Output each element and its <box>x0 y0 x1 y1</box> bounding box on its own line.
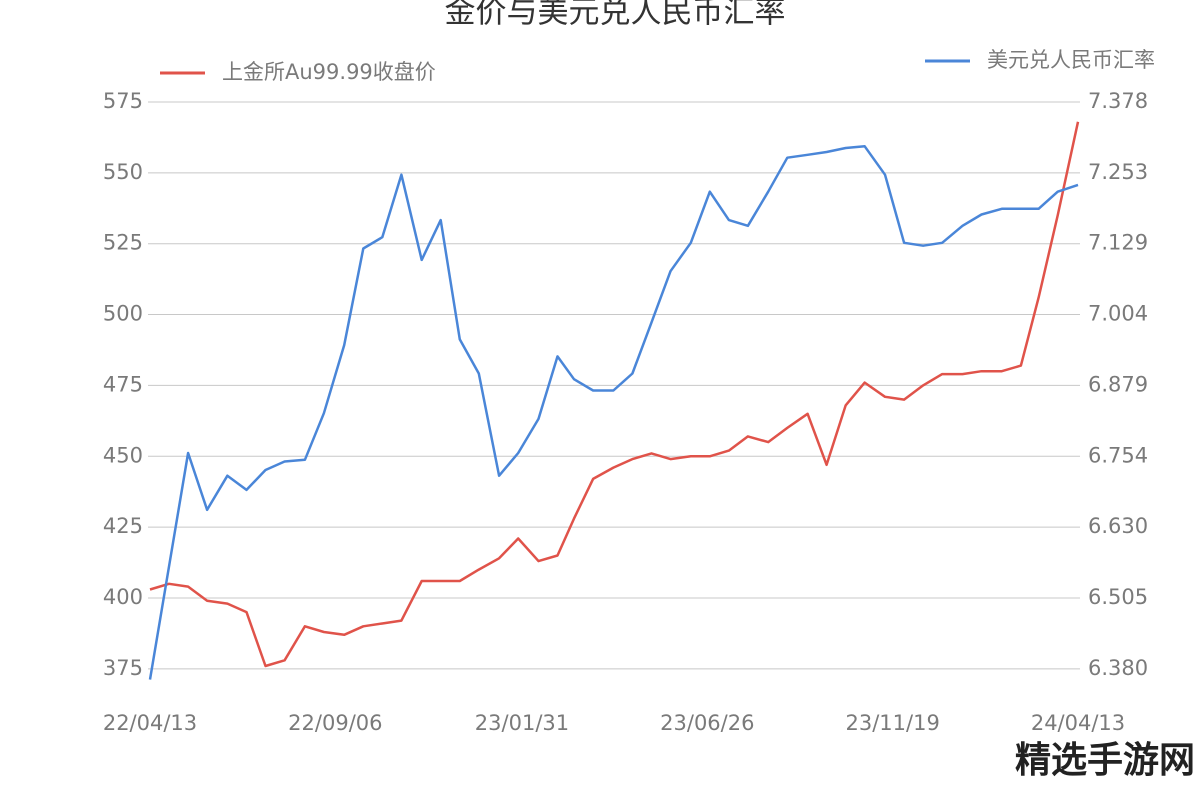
y-tick-label: 450 <box>103 443 143 467</box>
y2-tick-label: 6.380 <box>1088 656 1148 680</box>
y-tick-label: 400 <box>103 585 143 609</box>
legend-label: 美元兑人民币汇率 <box>987 48 1155 72</box>
legend-label: 上金所Au99.99收盘价 <box>222 60 436 84</box>
y2-tick-label: 7.129 <box>1088 230 1148 254</box>
x-tick-label: 22/09/06 <box>288 711 382 735</box>
y-tick-label: 375 <box>103 656 143 680</box>
x-tick-label: 24/04/13 <box>1031 711 1125 735</box>
chart-title: 金价与美元兑人民币汇率 <box>445 0 786 31</box>
y2-tick-label: 6.505 <box>1088 585 1148 609</box>
x-tick-label: 22/04/13 <box>103 711 197 735</box>
y2-tick-label: 6.630 <box>1088 514 1148 538</box>
x-tick-label: 23/01/31 <box>475 711 569 735</box>
y-tick-label: 575 <box>103 89 143 113</box>
y2-tick-label: 6.754 <box>1088 443 1148 467</box>
y-tick-label: 550 <box>103 160 143 184</box>
y-tick-label: 475 <box>103 372 143 396</box>
x-tick-label: 23/11/19 <box>845 711 939 735</box>
y-tick-label: 500 <box>103 302 143 326</box>
y2-tick-label: 6.879 <box>1088 372 1148 396</box>
y2-tick-label: 7.378 <box>1088 89 1148 113</box>
y2-tick-label: 7.253 <box>1088 160 1148 184</box>
watermark: 精选手游网 <box>1015 740 1195 781</box>
x-tick-label: 23/06/26 <box>660 711 754 735</box>
y2-tick-label: 7.004 <box>1088 301 1148 325</box>
series-line <box>148 145 1079 680</box>
y-tick-label: 425 <box>103 514 143 538</box>
y-tick-label: 525 <box>103 231 143 255</box>
series-line <box>149 121 1080 668</box>
